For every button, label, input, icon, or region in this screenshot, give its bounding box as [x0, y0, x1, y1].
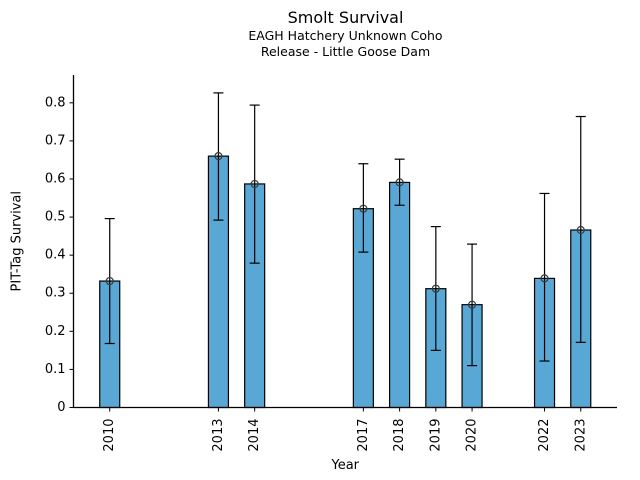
y-tick-label: 0.6	[45, 171, 66, 186]
y-tick-label: 0.3	[45, 286, 66, 301]
y-tick-label: 0.5	[45, 210, 66, 225]
x-tick-label: 2014	[247, 419, 262, 452]
x-tick-label: 2020	[465, 419, 480, 452]
y-tick-label: 0.8	[45, 95, 66, 110]
y-tick-label: 0	[57, 400, 65, 415]
chart-subtitle-line1: EAGH Hatchery Unknown Coho	[248, 28, 443, 43]
mean-marker-2018	[395, 178, 404, 187]
x-tick-label: 2010	[102, 419, 117, 452]
x-tick-label: 2022	[537, 419, 552, 452]
chart-subtitle-line2: Release - Little Goose Dam	[260, 43, 431, 59]
bar-2018	[389, 181, 411, 409]
y-tick-label: 0.4	[45, 248, 66, 263]
x-tick-label: 2023	[573, 419, 588, 452]
y-tick-label: 0.7	[45, 133, 66, 148]
title-block: Smolt Survival EAGH Hatchery Unknown Coh…	[73, 8, 618, 59]
y-axis-label: PIT-Tag Survival	[10, 191, 25, 291]
mean-marker-2014	[250, 179, 259, 189]
y-tick-label: 0.1	[45, 362, 66, 377]
x-tick-label: 2018	[392, 419, 407, 452]
chart-title: Smolt Survival	[287, 8, 404, 27]
mean-marker-2017	[359, 204, 368, 213]
mean-marker-2023	[576, 225, 585, 235]
x-tick-label: 2019	[428, 419, 443, 452]
mean-marker-2010	[105, 276, 114, 286]
mean-marker-2020	[467, 300, 477, 309]
x-tick-label: 2013	[211, 419, 226, 452]
y-tick-label: 0.2	[45, 324, 66, 339]
mean-marker-2019	[431, 284, 440, 293]
x-axis-label: Year	[330, 458, 359, 473]
mean-marker-2013	[214, 152, 223, 161]
mean-marker-2022	[540, 274, 549, 283]
x-tick-label: 2017	[356, 419, 371, 452]
